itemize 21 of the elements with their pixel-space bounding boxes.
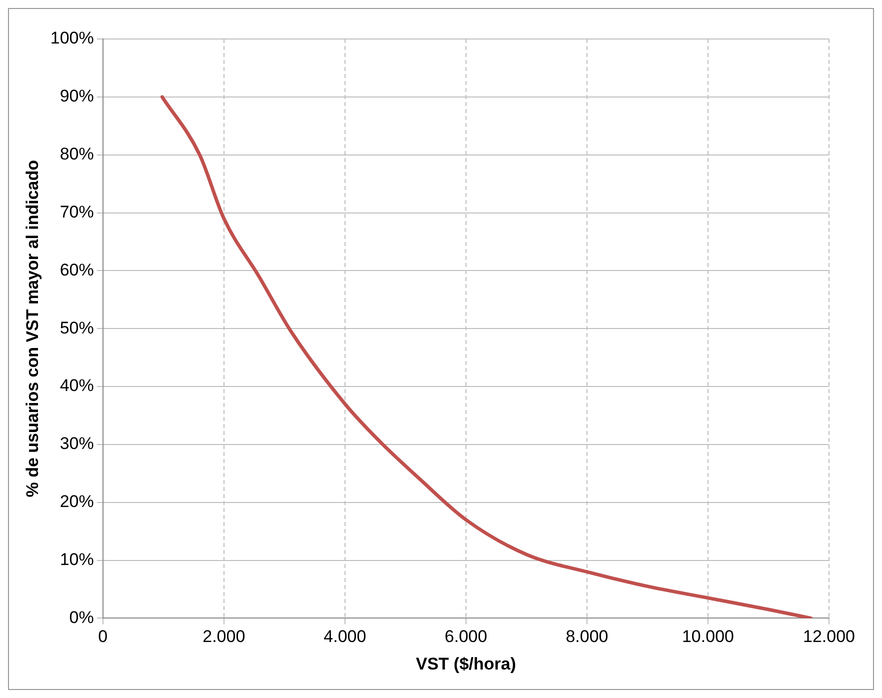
- y-tick-label: 40%: [60, 376, 94, 396]
- y-axis-title: % de usuarios con VST mayor al indicado: [22, 160, 42, 498]
- x-tick-label: 8.000: [566, 627, 608, 646]
- x-tick-label: 6.000: [444, 627, 488, 646]
- y-tick-label: 100%: [50, 28, 94, 48]
- y-tick-label: 60%: [60, 260, 94, 280]
- y-tick-label: 10%: [60, 550, 94, 569]
- x-tick-label: 4.000: [324, 627, 366, 646]
- x-tick-label: 0: [98, 627, 108, 646]
- x-tick-label: 12.000: [803, 627, 855, 646]
- y-tick-label: 90%: [60, 86, 94, 106]
- line-series: [160, 95, 813, 618]
- x-tick-label: 2.000: [202, 627, 246, 646]
- y-tick-label: 30%: [60, 434, 94, 454]
- y-tick-label: 80%: [60, 144, 94, 164]
- x-tick-label: 10.000: [682, 627, 734, 646]
- y-tick-label: 0%: [69, 608, 94, 627]
- y-tick-label: 70%: [60, 202, 94, 222]
- x-axis-title: VST ($/hora): [416, 654, 516, 674]
- y-tick-label: 20%: [60, 492, 94, 512]
- y-tick-label: 50%: [60, 318, 94, 338]
